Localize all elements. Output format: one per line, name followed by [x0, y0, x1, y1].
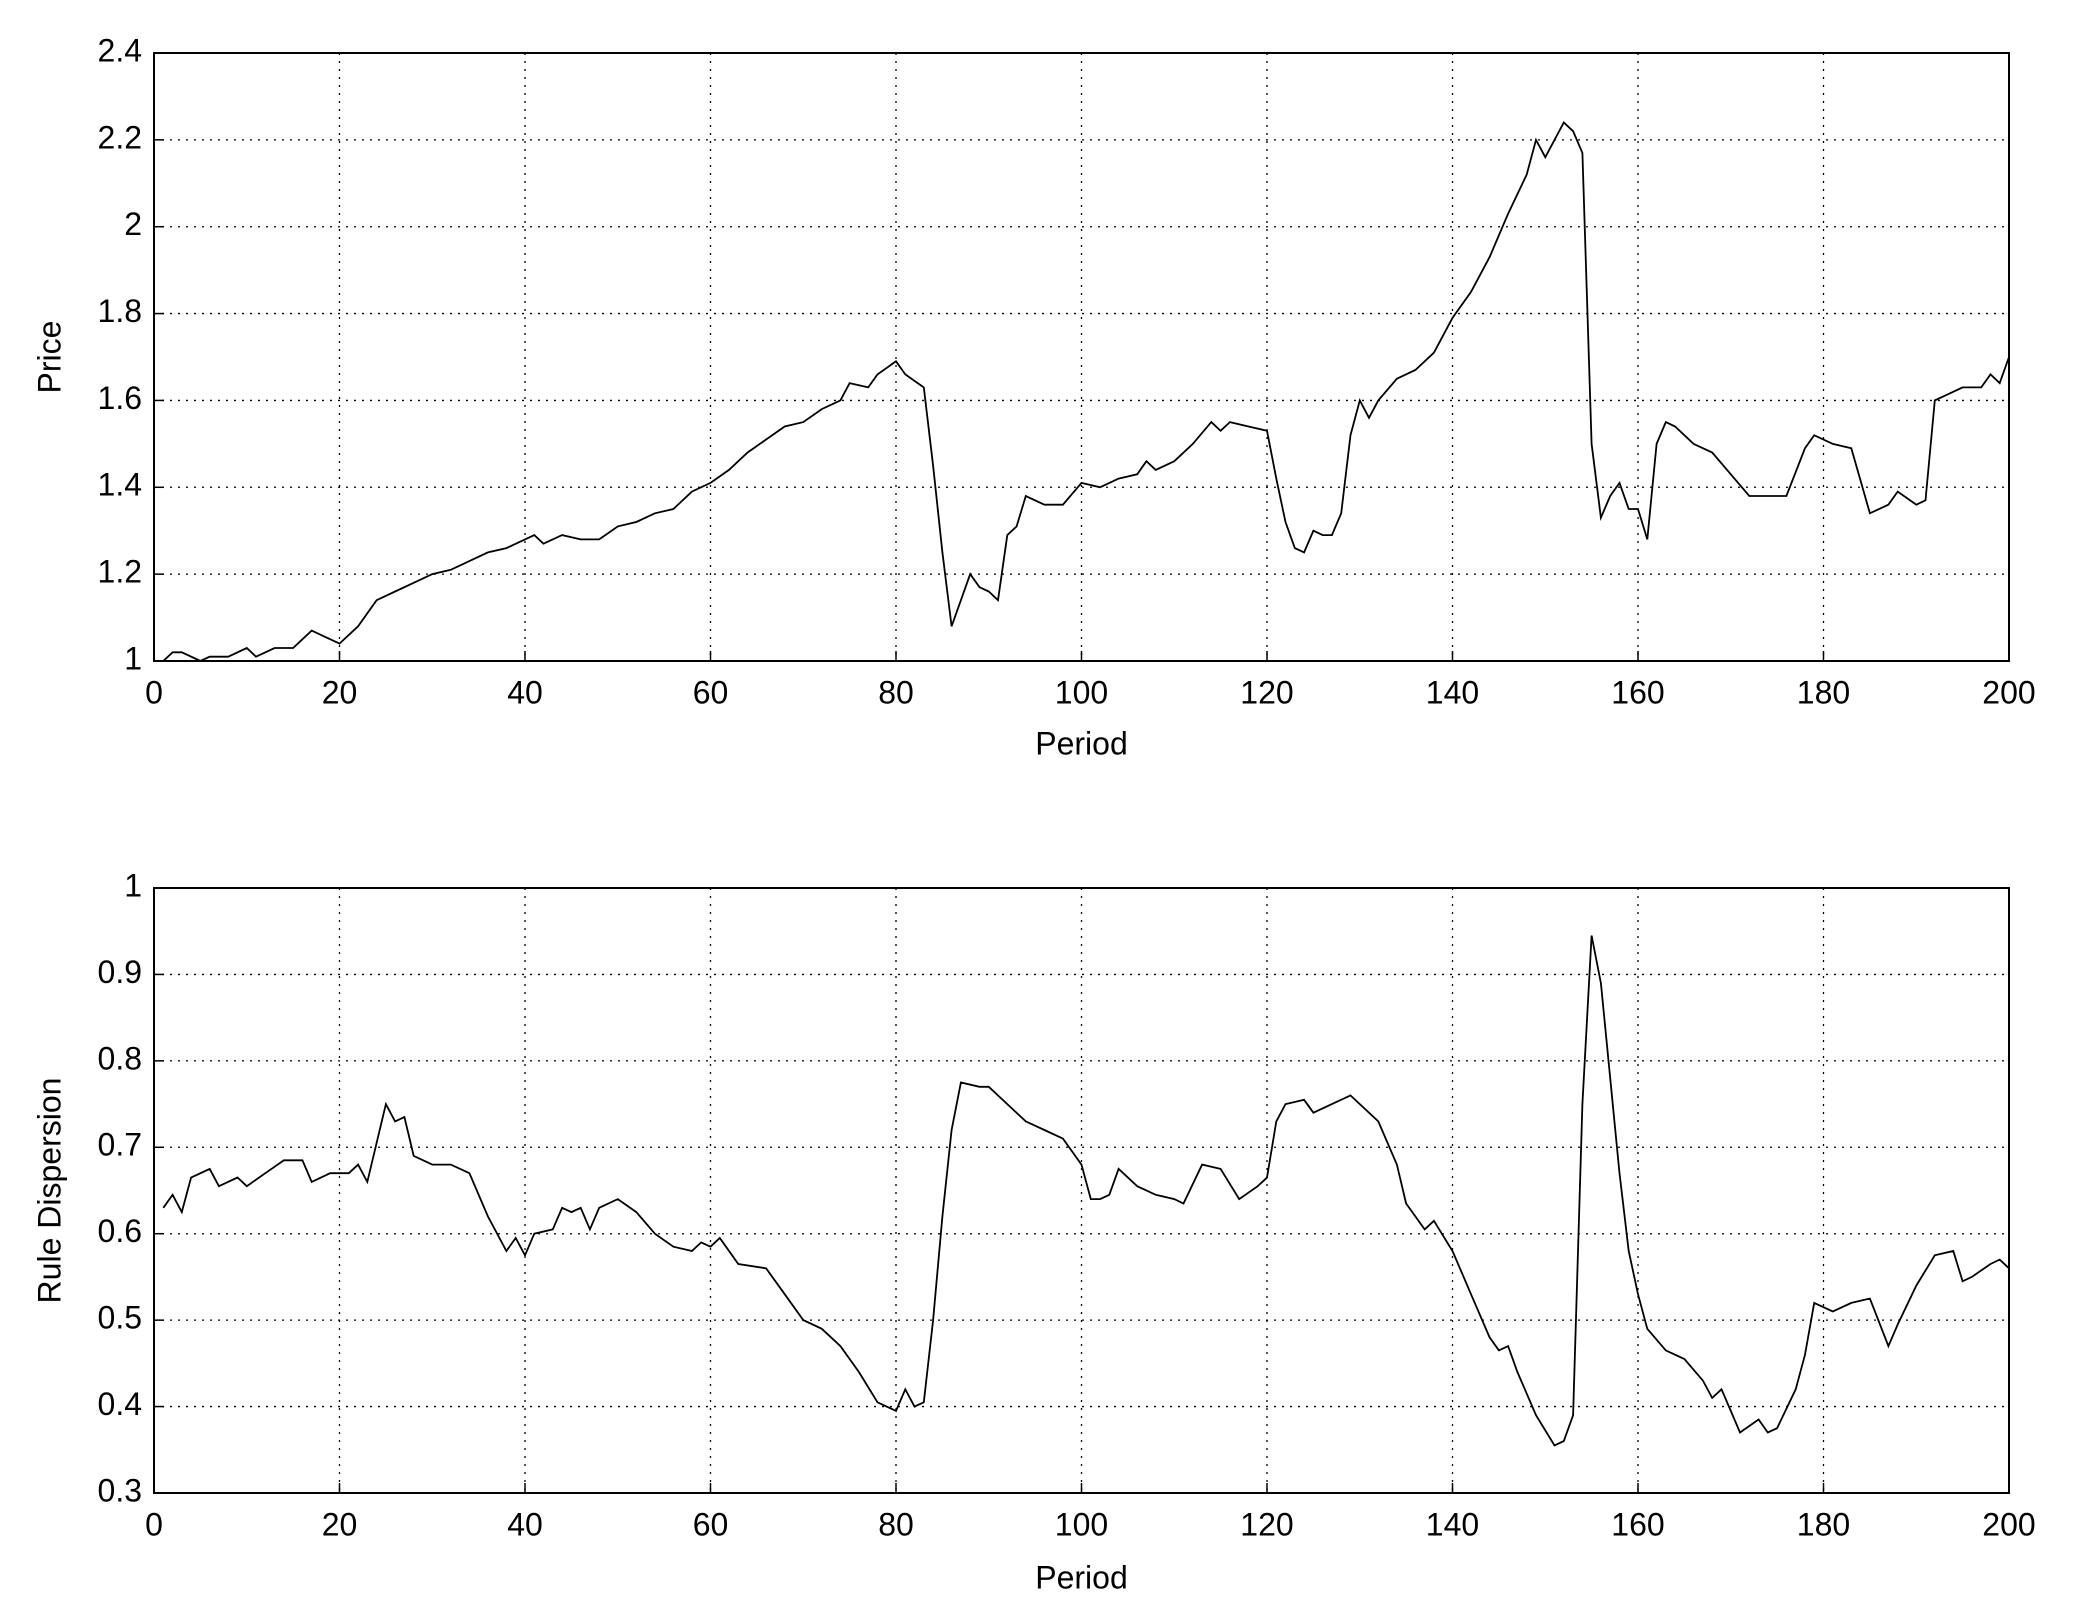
- data-line: [162, 935, 2010, 1447]
- x-tick-label: 180: [1797, 1506, 1850, 1542]
- x-tick-label: 40: [507, 1506, 543, 1542]
- y-tick-label: 2.2: [98, 119, 142, 155]
- x-tick-label: 160: [1611, 1506, 1664, 1542]
- y-tick-label: 2: [124, 206, 142, 242]
- data-line: [162, 121, 2010, 662]
- y-tick-label: 0.3: [98, 1472, 142, 1508]
- x-tick-label: 140: [1426, 1506, 1479, 1542]
- x-axis-label: Period: [1035, 725, 1128, 761]
- x-tick-label: 100: [1055, 1506, 1108, 1542]
- x-tick-label: 20: [322, 1506, 358, 1542]
- x-tick-label: 160: [1611, 674, 1664, 710]
- x-tick-label: 200: [1982, 1506, 2035, 1542]
- plot-frame: [153, 887, 2010, 1494]
- y-tick-label: 2.4: [98, 32, 142, 68]
- y-tick-label: 1.8: [98, 293, 142, 329]
- y-tick-label: 0.9: [98, 954, 142, 990]
- x-tick-label: 20: [322, 674, 358, 710]
- y-tick-label: 0.4: [98, 1386, 142, 1422]
- x-tick-label: 80: [878, 1506, 914, 1542]
- y-tick-label: 0.7: [98, 1127, 142, 1163]
- x-axis-label: Period: [1035, 1559, 1128, 1595]
- x-tick-label: 0: [145, 674, 163, 710]
- y-tick-label: 1: [124, 640, 142, 676]
- y-axis-label: Rule Dispersion: [31, 1078, 67, 1304]
- x-tick-label: 200: [1982, 674, 2035, 710]
- x-tick-label: 120: [1240, 1506, 1293, 1542]
- x-tick-label: 60: [693, 1506, 729, 1542]
- x-tick-label: 40: [507, 674, 543, 710]
- x-tick-label: 140: [1426, 674, 1479, 710]
- x-tick-label: 180: [1797, 674, 1850, 710]
- x-tick-label: 60: [693, 674, 729, 710]
- x-tick-label: 120: [1240, 674, 1293, 710]
- y-tick-label: 1: [124, 867, 142, 903]
- x-tick-label: 0: [145, 1506, 163, 1542]
- y-tick-label: 0.5: [98, 1300, 142, 1336]
- y-tick-label: 0.6: [98, 1213, 142, 1249]
- y-tick-label: 1.6: [98, 380, 142, 416]
- x-tick-label: 80: [878, 674, 914, 710]
- y-axis-label: Price: [31, 321, 67, 394]
- y-tick-label: 1.2: [98, 554, 142, 590]
- x-tick-label: 100: [1055, 674, 1108, 710]
- y-tick-label: 1.4: [98, 467, 142, 503]
- y-tick-label: 0.8: [98, 1040, 142, 1076]
